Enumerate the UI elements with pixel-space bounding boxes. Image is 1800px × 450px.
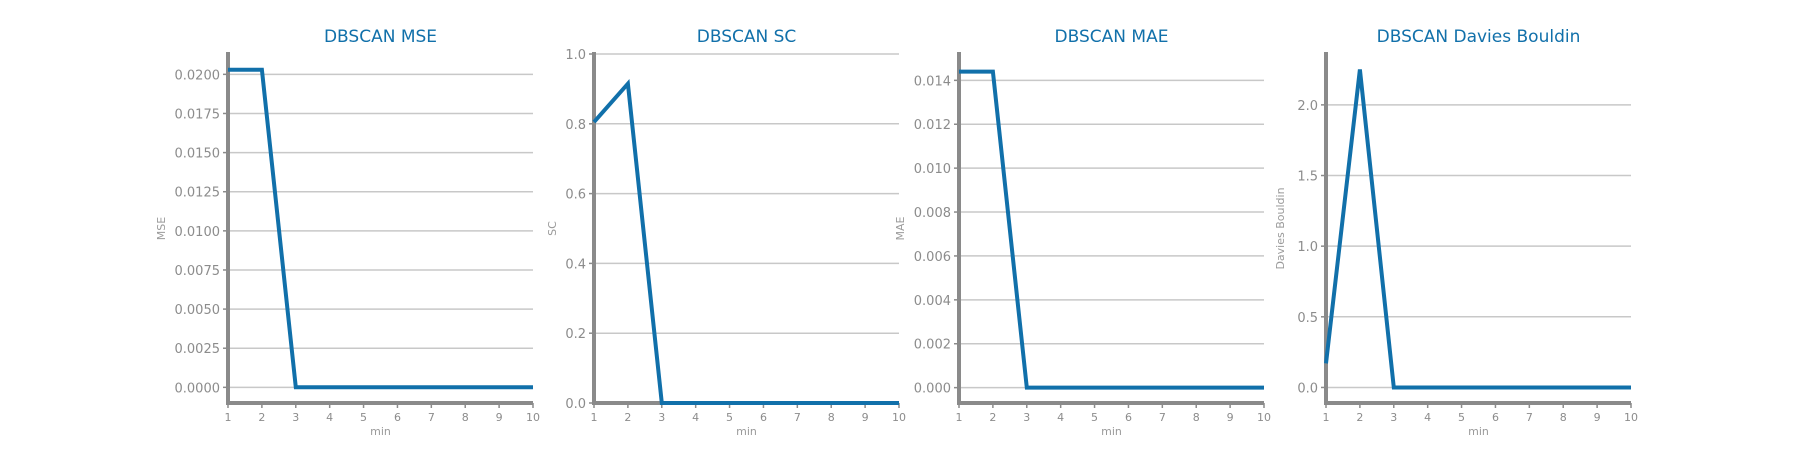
y-tick-label: 0.0 bbox=[1297, 381, 1318, 396]
y-tick-label: 0.0000 bbox=[175, 381, 221, 396]
y-tick-label: 0.014 bbox=[914, 74, 951, 89]
y-tick-label: 0.006 bbox=[914, 250, 951, 265]
x-tick-label: 3 bbox=[1023, 411, 1030, 424]
series-line bbox=[959, 72, 1264, 388]
chart-title: DBSCAN MSE bbox=[324, 27, 437, 47]
x-tick-label: 2 bbox=[258, 411, 265, 424]
chart-title: DBSCAN MAE bbox=[1055, 27, 1169, 47]
y-tick-label: 0.0050 bbox=[175, 303, 221, 318]
x-tick-label: 8 bbox=[1193, 411, 1200, 424]
x-tick-label: 8 bbox=[1560, 411, 1567, 424]
x-tick-label: 6 bbox=[760, 411, 767, 424]
x-tick-label: 3 bbox=[292, 411, 299, 424]
x-axis-title: min bbox=[1468, 425, 1489, 438]
y-tick-label: 0.0125 bbox=[175, 186, 221, 201]
chart-title: DBSCAN Davies Bouldin bbox=[1377, 27, 1581, 47]
y-tick-label: 0.4 bbox=[565, 257, 586, 272]
x-tick-label: 2 bbox=[624, 411, 631, 424]
x-tick-label: 10 bbox=[892, 411, 906, 424]
x-tick-label: 7 bbox=[794, 411, 801, 424]
y-tick-label: 0.8 bbox=[565, 118, 586, 133]
x-tick-label: 10 bbox=[1624, 411, 1638, 424]
y-tick-label: 0.2 bbox=[565, 327, 586, 342]
y-tick-label: 0.000 bbox=[914, 382, 951, 397]
x-tick-label: 2 bbox=[1356, 411, 1363, 424]
x-tick-label: 1 bbox=[1323, 411, 1330, 424]
y-tick-label: 0.010 bbox=[914, 162, 951, 177]
x-tick-label: 4 bbox=[1057, 411, 1064, 424]
x-tick-label: 1 bbox=[956, 411, 963, 424]
x-tick-label: 9 bbox=[496, 411, 503, 424]
y-tick-label: 0.0 bbox=[565, 397, 586, 412]
y-axis-title: Davies Bouldin bbox=[1274, 187, 1287, 269]
y-tick-label: 0.6 bbox=[565, 188, 586, 203]
x-tick-label: 6 bbox=[1492, 411, 1499, 424]
x-tick-label: 7 bbox=[1526, 411, 1533, 424]
x-tick-label: 7 bbox=[1159, 411, 1166, 424]
x-tick-label: 7 bbox=[428, 411, 435, 424]
chart-title: DBSCAN SC bbox=[697, 27, 797, 47]
y-tick-label: 0.0150 bbox=[175, 147, 221, 162]
chart-panel-3: 0.000 0.002 0.004 0.006 0.008 0.010 0.012 0.014… bbox=[894, 27, 1271, 438]
x-tick-label: 4 bbox=[1424, 411, 1431, 424]
y-tick-label: 0.002 bbox=[914, 338, 951, 353]
x-tick-label: 3 bbox=[1390, 411, 1397, 424]
x-axis-title: min bbox=[736, 425, 757, 438]
y-tick-label: 0.008 bbox=[914, 206, 951, 221]
y-tick-label: 2.0 bbox=[1297, 99, 1318, 114]
x-tick-label: 6 bbox=[1125, 411, 1132, 424]
x-tick-label: 5 bbox=[726, 411, 733, 424]
y-axis-title: MAE bbox=[894, 216, 907, 240]
x-tick-label: 5 bbox=[1091, 411, 1098, 424]
y-tick-label: 1.0 bbox=[565, 48, 586, 63]
x-tick-label: 8 bbox=[828, 411, 835, 424]
x-tick-label: 5 bbox=[1458, 411, 1465, 424]
x-tick-label: 9 bbox=[862, 411, 869, 424]
chart-panel-4: 0.0 0.5 1.0 1.5 2.0 1 2 3 4 5 6 7 8 9 10 DBSCAN Davies … bbox=[1274, 27, 1638, 438]
chart-panel-1: 0.0000 0.0025 0.0050 0.0075 0.0100 0.0125 0.01… bbox=[155, 27, 540, 438]
y-tick-label: 0.0175 bbox=[175, 107, 221, 122]
x-tick-label: 5 bbox=[360, 411, 367, 424]
x-tick-label: 1 bbox=[225, 411, 232, 424]
x-tick-label: 2 bbox=[989, 411, 996, 424]
y-tick-label: 0.5 bbox=[1297, 311, 1318, 326]
x-axis-title: min bbox=[370, 425, 391, 438]
x-tick-label: 9 bbox=[1227, 411, 1234, 424]
y-tick-label: 1.5 bbox=[1297, 170, 1318, 185]
y-tick-label: 0.0200 bbox=[175, 68, 221, 83]
x-tick-label: 6 bbox=[394, 411, 401, 424]
x-tick-label: 3 bbox=[658, 411, 665, 424]
x-tick-label: 9 bbox=[1594, 411, 1601, 424]
x-tick-label: 10 bbox=[1257, 411, 1271, 424]
y-axis-title: MSE bbox=[155, 217, 168, 240]
y-tick-label: 1.0 bbox=[1297, 240, 1318, 255]
y-tick-label: 0.004 bbox=[914, 294, 951, 309]
y-tick-label: 0.012 bbox=[914, 118, 951, 133]
x-tick-label: 10 bbox=[526, 411, 540, 424]
chart-panel-2: 0.0 0.2 0.4 0.6 0.8 1.0 1 2 3 4 5 6 7 8 9 10 DBSCAN SC mi… bbox=[546, 27, 906, 438]
y-tick-label: 0.0100 bbox=[175, 225, 221, 240]
series-line bbox=[594, 84, 899, 403]
x-axis-title: min bbox=[1101, 425, 1122, 438]
y-tick-label: 0.0025 bbox=[175, 342, 221, 357]
y-axis-title: SC bbox=[546, 221, 559, 236]
series-line bbox=[228, 70, 533, 388]
x-tick-label: 4 bbox=[692, 411, 699, 424]
x-tick-label: 1 bbox=[591, 411, 598, 424]
series-line bbox=[1326, 70, 1631, 388]
x-tick-label: 4 bbox=[326, 411, 333, 424]
x-tick-label: 8 bbox=[462, 411, 469, 424]
y-tick-label: 0.0075 bbox=[175, 264, 221, 279]
